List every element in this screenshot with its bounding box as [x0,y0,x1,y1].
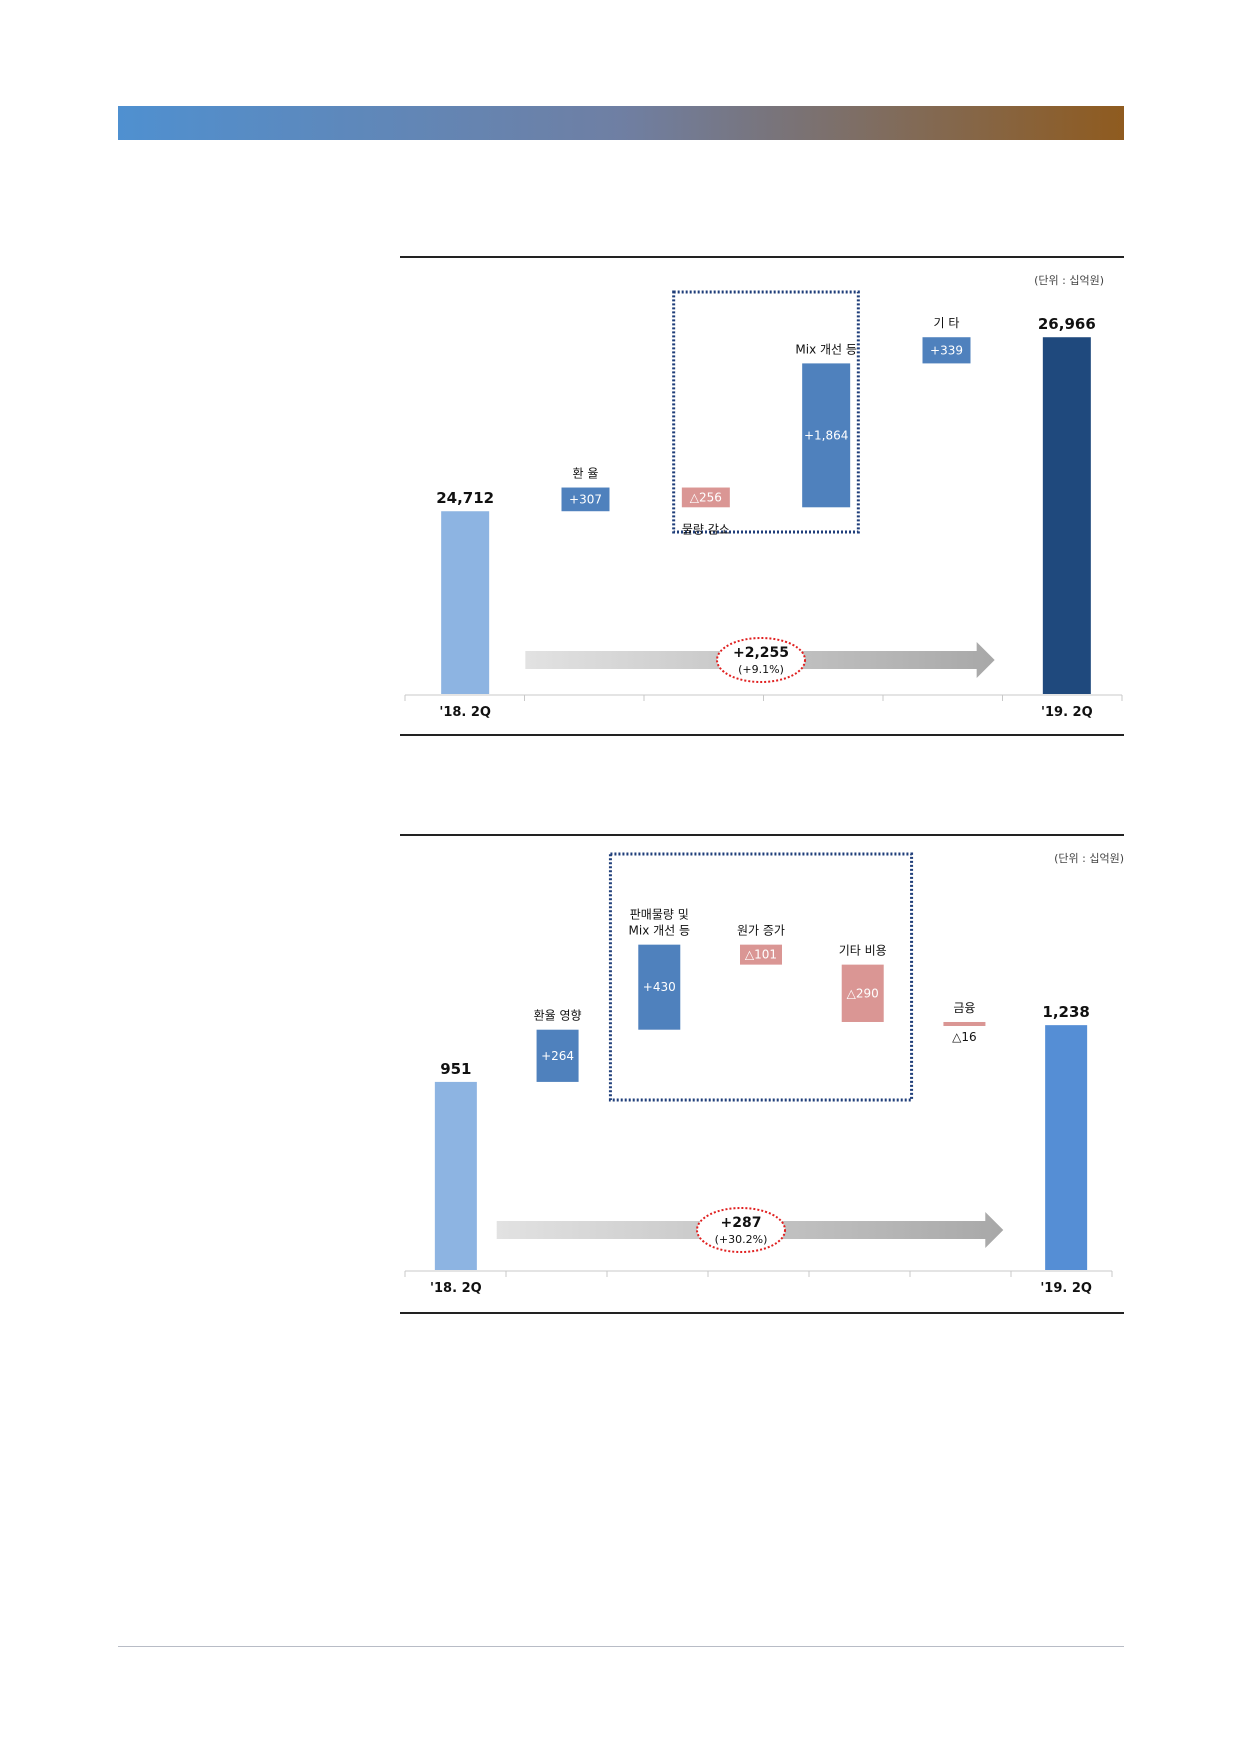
unit-label: (단위 : 십억원) [1034,274,1104,287]
change-value: +287 [721,1215,762,1231]
x-tick-label: '19. 2Q [1041,705,1093,720]
x-tick-label: '18. 2Q [430,1281,482,1296]
bar-value-label: +264 [541,1049,574,1063]
bar-value-label: △290 [847,986,879,1000]
bar-category-label: 금융 [953,1001,975,1015]
total-value-label: 1,238 [1042,1003,1089,1021]
change-ellipse [696,1207,786,1253]
total-bar [1042,337,1091,694]
decrease-bar [943,1021,986,1026]
total-value-label: 24,712 [436,489,494,507]
chart-top-rule [400,834,1124,836]
increase-bar [802,363,851,508]
bar-value-label: +430 [643,980,676,994]
bar-value-label: +307 [569,492,602,506]
change-percent: (+9.1%) [738,663,784,676]
chart-bottom-rule [400,1312,1124,1314]
change-value: +2,255 [733,645,789,661]
total-value-label: 26,966 [1038,315,1096,333]
header-gradient-band [118,106,1124,140]
x-tick-label: '18. 2Q [439,705,491,720]
bar-category-label: Mix 개선 등 [795,342,857,356]
bar-category-label: 환 율 [573,467,599,481]
bar-category-label: 원가 증가 [737,924,785,938]
highlight-box [608,852,914,1102]
chart-top-rule [400,256,1124,258]
bar-category-label: 기타 비용 [839,944,887,958]
bar-category-label: 판매물량 및 [630,908,689,922]
bar-category-label: 기 타 [934,316,960,330]
total-bar [434,1081,477,1270]
bar-category-label: 환율 영향 [534,1009,582,1023]
decrease-bar [841,964,884,1022]
increase-bar [561,487,610,512]
highlight-box [672,290,860,534]
bar-value-label: △101 [745,948,777,962]
operating-profit-waterfall-chart: (단위 : 십억원) 951 +264 환율 영향 +430 판매물량 및 Mix 개선 … [400,834,1124,1314]
chart-canvas: 951 +264 환율 영향 +430 판매물량 및 Mix 개선 등 △101 원가 증가 △… [404,852,1113,1296]
revenue-waterfall-chart: (단위 : 십억원) 24,712 +307 환 율 △256 물량 감소 +1,864 M… [400,256,1124,736]
chart-canvas: 24,712 +307 환 율 △256 물량 감소 +1,864 Mix 개선 등 +339… [404,290,1123,720]
change-ellipse [716,637,806,683]
bar-value-label: +1,864 [804,428,848,442]
bar-category-label: 물량 감소 [682,522,730,536]
total-bar [441,511,490,694]
increase-bar [536,1029,579,1082]
decrease-bar [681,487,730,508]
chart-bottom-rule [400,734,1124,736]
decrease-bar [740,944,782,965]
footer-rule [118,1646,1124,1647]
total-bar [1045,1025,1088,1270]
change-percent: (+30.2%) [715,1233,768,1246]
bar-category-label: Mix 개선 등 [629,924,691,938]
total-value-label: 951 [440,1060,471,1078]
unit-label: (단위 : 십억원) [1054,852,1124,865]
bar-value-label: +339 [930,343,963,357]
increase-bar [922,337,971,364]
x-tick-label: '19. 2Q [1040,1281,1092,1296]
increase-bar [638,944,681,1030]
bar-value-label: △256 [690,490,722,504]
bar-value-label: △16 [952,1030,977,1044]
